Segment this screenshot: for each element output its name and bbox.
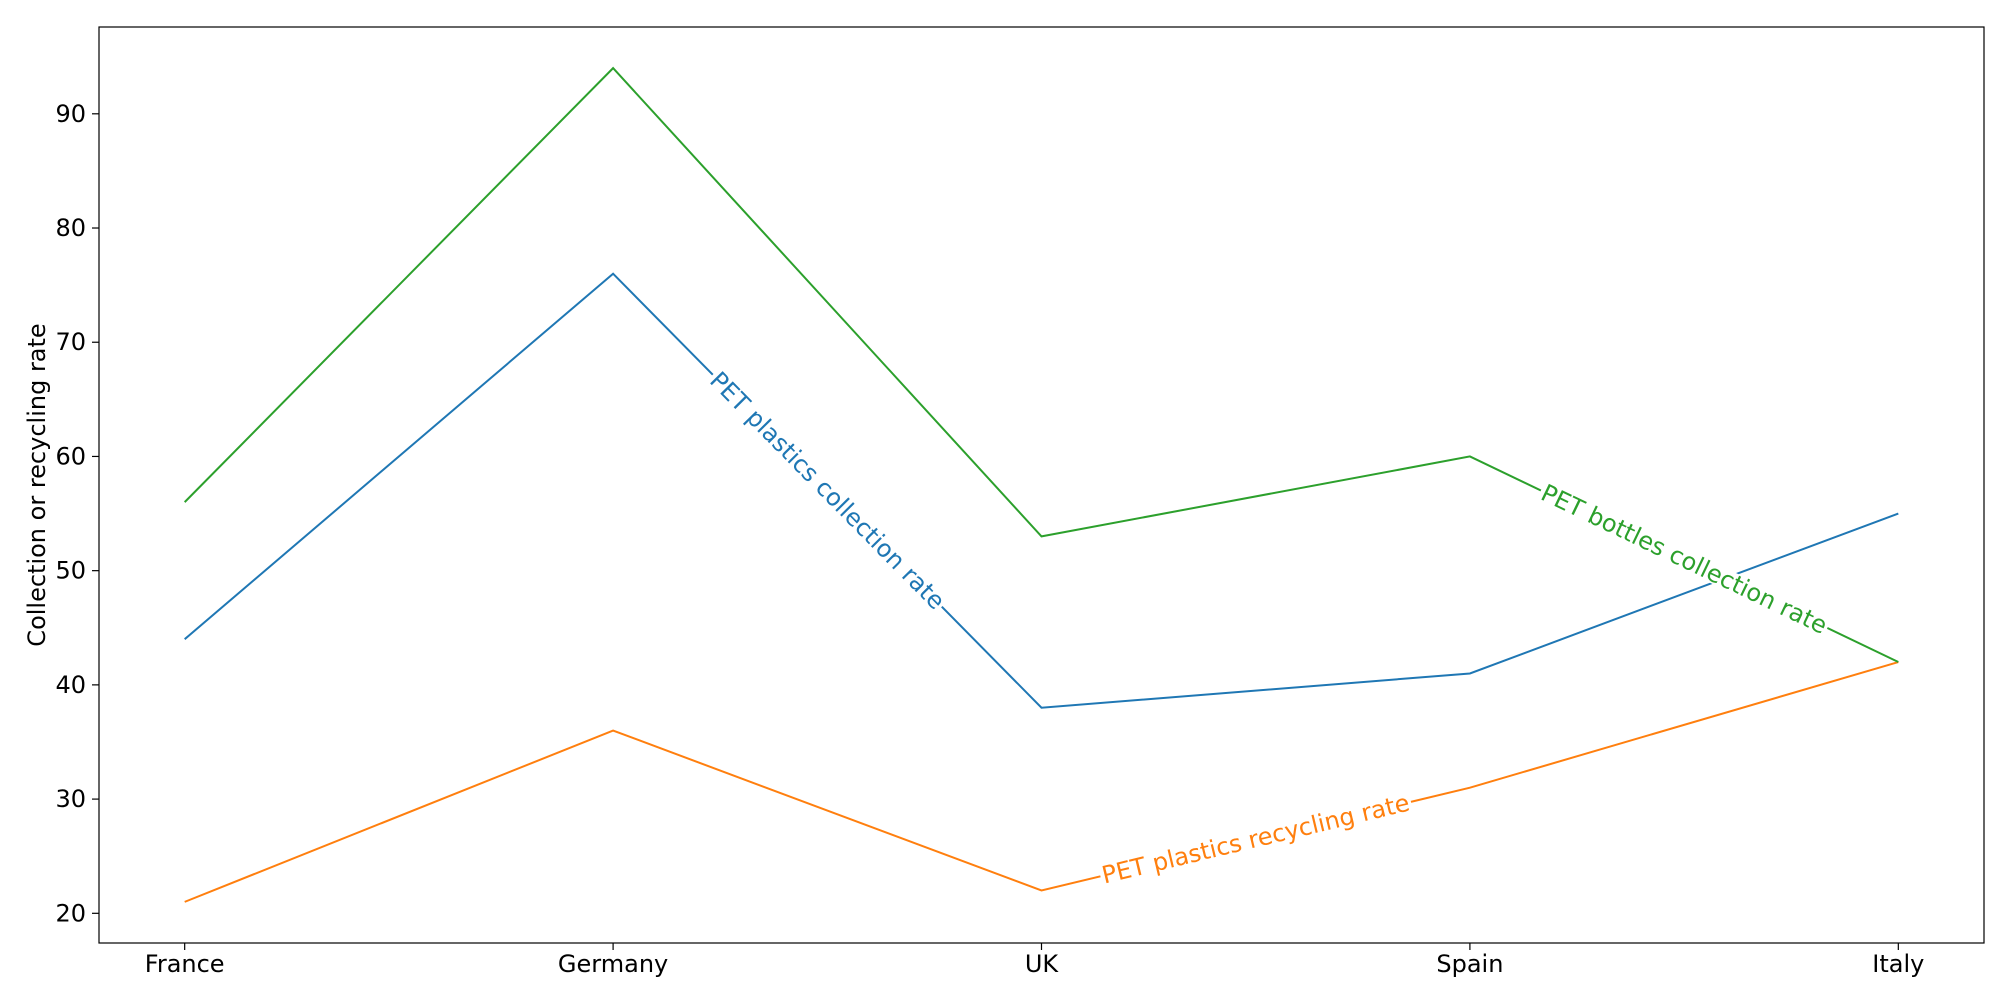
series-label-background [1536,481,1832,637]
series-layer: PET plastics collection rate PET plastics… [183,66,1899,903]
series-label-background [705,367,949,614]
series-line-2 [184,661,1899,903]
x-tick-label: Spain [1436,950,1503,978]
y-tick-label: 40 [55,671,86,699]
x-tick-label: France [145,950,225,978]
y-tick-label: 70 [55,328,86,356]
series-label-background [1098,792,1414,887]
plot-area [98,26,1985,944]
series-label-2: PET plastics recycling rate [1099,789,1412,890]
series-line-3 [183,66,1899,663]
series-label-3: PET bottles collection rate [1537,479,1832,640]
series-label-1: PET plastics collection rate [704,366,950,615]
y-axis: 20 30 40 50 60 70 80 90 [55,100,99,927]
y-tick-label: 80 [55,214,86,242]
x-tick-label: Germany [558,950,668,978]
x-tick-label: Italy [1872,950,1924,978]
series-line-1 [184,272,1899,709]
y-axis-title: Collection or recycling rate [23,323,51,646]
y-tick-label: 90 [55,100,86,128]
y-tick-label: 50 [55,557,86,585]
x-tick-label: UK [1025,950,1060,978]
y-tick-label: 60 [55,442,86,470]
y-tick-label: 30 [55,785,86,813]
x-axis: France Germany UK Spain Italy [145,943,1924,978]
axes-frame [98,26,1985,944]
y-tick-label: 20 [55,899,86,927]
